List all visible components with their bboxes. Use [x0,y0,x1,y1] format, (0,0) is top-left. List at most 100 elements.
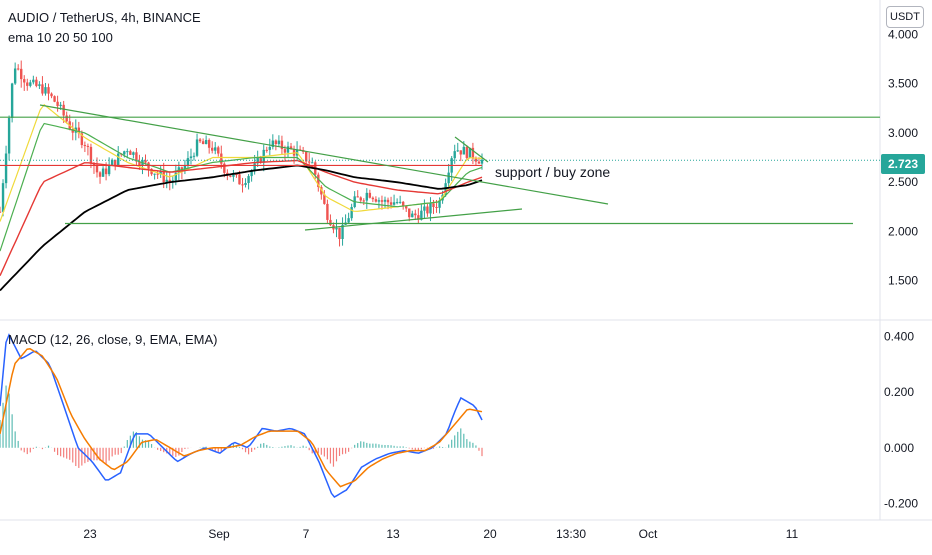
candle-body [235,174,238,176]
candle-body [420,210,423,220]
candle-body [65,115,68,122]
candle-body [126,151,129,153]
candle-body [238,174,241,185]
macd-legend[interactable]: MACD (12, 26, close, 9, EMA, EMA) [8,332,218,347]
candle-body [150,168,153,175]
time-tick-label: 13:30 [556,527,586,541]
candle-body [20,68,23,80]
time-tick-label: 11 [786,527,799,541]
drawings[interactable] [0,104,880,231]
candle-body [1,183,5,212]
candle-body [374,199,378,202]
candle-body [59,104,62,106]
candle-body [174,172,178,181]
candle-body [32,79,35,83]
candle-body [386,199,390,203]
candle-body [341,224,344,240]
ema-lines [0,103,483,292]
candle-body [223,163,226,173]
candle-body [101,168,105,177]
candle-body [80,133,84,146]
candle-body [274,140,278,145]
candle-body [86,145,90,147]
candle-body [289,146,293,149]
time-axis[interactable]: 23 Sep 7 13 20 13:30 Oct 11 [83,527,798,541]
candle-body [474,158,478,162]
candle-body [471,147,475,159]
candle-body [214,147,217,151]
candle-body [480,159,484,164]
candle-body [153,173,156,175]
ascending-trendline [304,208,523,231]
candle-body [423,206,426,211]
candle-body [207,140,211,148]
candle-body [62,104,65,116]
candle-body [414,213,417,216]
descending-trendline [39,104,609,205]
candle-body [138,161,141,166]
candle-body [368,192,372,198]
currency-button[interactable]: USDT [886,6,924,28]
price-tick-label: 2.500 [888,175,918,189]
candle-body [113,159,117,166]
candle-body [201,141,205,145]
last-price-badge: 2.723 [881,154,925,174]
candle-body [26,82,29,86]
candle-body [135,152,138,162]
candle-body [110,159,114,166]
macd-tick-label: 0.200 [884,385,914,399]
price-tick-label: 3.500 [888,77,918,91]
candle-body [277,140,281,145]
candle-body [7,117,11,154]
price-axis[interactable]: 4.000 3.500 3.000 2.500 2.000 1.500 0.400 0.200… [884,27,918,510]
candle-body [401,201,405,206]
candle-body [477,161,481,164]
candle-body [89,146,93,163]
candle-body [462,146,466,155]
candle-body [13,68,17,84]
candle-body [283,149,287,153]
candle-body [453,151,456,159]
macd-tick-label: 0.400 [884,330,914,344]
candle-body [271,140,275,147]
ema-10-line [0,103,483,222]
price-tick-label: 1.500 [888,274,918,288]
candle-body [247,176,250,183]
annotation-text[interactable]: support / buy zone [495,164,611,180]
candle-body [56,101,59,106]
candle-body [317,174,320,188]
candle-body [165,179,168,183]
candle-body [232,174,235,177]
candle-body [104,168,108,175]
candle-body [23,79,26,83]
candle-body [426,206,429,214]
candle-body [159,170,162,175]
candle-body [280,140,284,150]
candle-body [144,160,147,163]
candle-body [259,157,262,163]
candle-body [95,165,99,173]
candle-body [365,192,369,201]
candles [0,60,484,247]
symbol-title[interactable]: AUDIO / TetherUS, 4h, BINANCE [8,10,201,25]
candle-body [468,147,472,158]
candle-body [211,147,214,151]
ema-legend[interactable]: ema 10 20 50 100 [8,30,113,45]
candle-body [129,151,132,155]
candle-body [411,213,414,218]
candle-body [405,205,408,209]
candle-body [50,93,53,97]
candle-body [195,139,199,156]
time-tick-label: Sep [208,527,230,541]
candle-body [38,84,41,86]
candle-body [35,79,38,86]
candle-body [98,172,102,177]
candle-body [329,219,332,226]
time-tick-label: 20 [483,527,497,541]
candle-body [168,179,171,183]
ema-100-line [0,164,483,292]
candle-body [47,87,50,94]
candle-body [338,227,341,240]
candle-body [320,187,323,195]
